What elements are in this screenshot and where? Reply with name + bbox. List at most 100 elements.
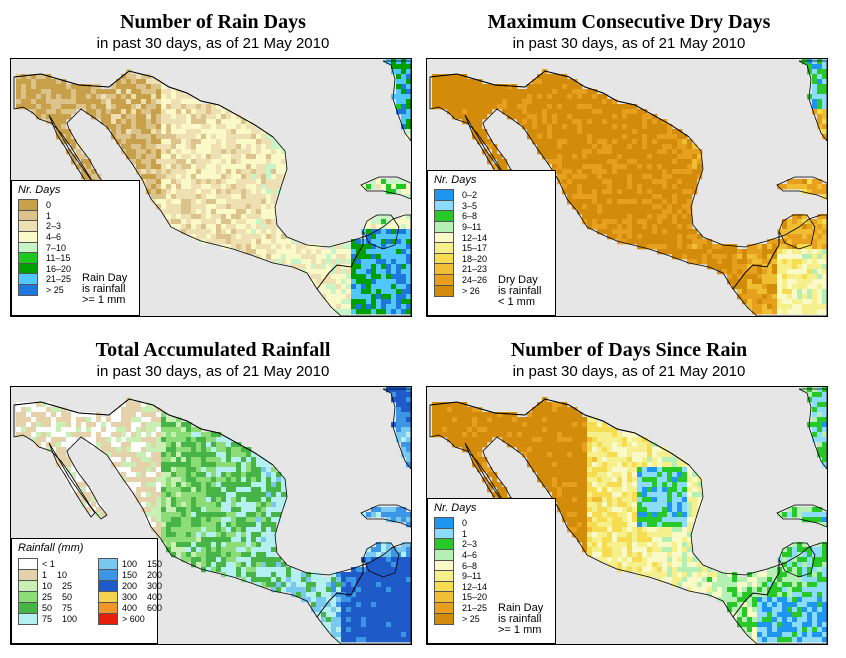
legend-item: > 600 <box>92 612 172 625</box>
legend-label: 4–6 <box>46 232 62 243</box>
legend-item: 400 600 <box>92 601 172 614</box>
legend-label: 16–20 <box>46 263 72 274</box>
legend-label: 1 10 <box>42 569 68 580</box>
legend-note-line: is rainfall <box>82 283 126 295</box>
coastline <box>778 214 816 250</box>
legend-item: 15–17 <box>428 242 555 255</box>
panel-dry-days: Maximum Consecutive Dry Days in past 30 … <box>424 10 834 330</box>
legend-note-line: >= 1 mm <box>82 294 126 306</box>
legend-item: 150 200 <box>92 568 172 581</box>
map-days-since-rain <box>426 386 828 645</box>
country-border <box>13 70 274 138</box>
legend-label: 200 300 <box>122 580 163 591</box>
legend-note: Rain Day is rainfall >= 1 mm <box>498 603 543 636</box>
panel-subtitle: in past 30 days, as of 21 May 2010 <box>96 363 330 380</box>
legend-rain-days: Nr. Days 0 1 2–3 4–6 7–10 11–15 16–20 21–25 > 25… <box>11 180 140 316</box>
legend-item: 200 300 <box>92 579 172 592</box>
legend-item: 4–6 <box>12 231 139 244</box>
legend-item: < 1 <box>12 557 92 570</box>
country-border <box>732 559 780 618</box>
legend-label: 25 50 <box>42 591 73 602</box>
legend-label: 6–8 <box>462 211 478 222</box>
legend-item: 21–25 <box>12 273 139 286</box>
country-border <box>429 70 690 138</box>
map-total-rainfall <box>10 386 412 645</box>
legend-label: 9–11 <box>462 222 482 233</box>
panel-title: Number of Days Since Rain <box>510 339 748 361</box>
legend-label: 21–25 <box>462 603 488 614</box>
legend-label: > 25 <box>46 285 64 296</box>
map-rain-days <box>10 58 412 317</box>
legend-label: 1 <box>46 210 52 221</box>
legend-note-line: >= 1 mm <box>498 624 542 636</box>
legend-item: 75 100 <box>12 612 92 625</box>
raster-cells <box>16 59 411 315</box>
legend-note: Dry Day is rainfall < 1 mm <box>498 275 541 308</box>
legend-item: 25 50 <box>12 590 92 603</box>
coastline <box>48 442 96 518</box>
raster-cells <box>432 387 827 643</box>
legend-note-line: is rainfall <box>498 285 542 297</box>
legend-label: 9–11 <box>462 571 482 582</box>
legend-label: 21–25 <box>46 274 72 285</box>
panel-days-since-rain: Number of Days Since Rain in past 30 day… <box>424 338 834 658</box>
legend-label: 400 600 <box>122 602 163 613</box>
coastline <box>362 214 400 250</box>
legend-note-line: Dry Day <box>498 274 538 286</box>
legend-swatch <box>434 284 454 297</box>
legend-title: Nr. Days <box>18 184 61 196</box>
panel-total-rainfall: Total Accumulated Rainfall in past 30 da… <box>8 338 418 658</box>
country-border <box>316 559 364 618</box>
legend-label: < 1 <box>42 558 55 569</box>
legend-label: 1 <box>462 528 468 539</box>
coastline <box>382 60 411 142</box>
legend-title: Nr. Days <box>434 174 477 186</box>
legend-note-line: Rain Day <box>82 272 128 284</box>
legend-label: 2–3 <box>462 539 478 550</box>
legend-title: Rainfall (mm) <box>18 542 84 554</box>
legend-item: > 25 <box>12 284 139 297</box>
country-border <box>13 398 274 466</box>
legend-item: > 25 <box>428 612 555 625</box>
legend-note: Rain Day is rainfall >= 1 mm <box>82 273 127 306</box>
panel-rain-days: Number of Rain Days in past 30 days, as … <box>8 10 418 330</box>
legend-title: Nr. Days <box>434 502 477 514</box>
legend-label: 15–20 <box>462 592 488 603</box>
coastline <box>798 388 827 470</box>
legend-label: 150 200 <box>122 569 163 580</box>
legend-item: > 26 <box>428 284 555 297</box>
legend-label: 300 400 <box>122 591 163 602</box>
legend-note-line: is rainfall <box>498 613 542 625</box>
coastline <box>360 176 411 200</box>
legend-label: 12–14 <box>462 232 488 243</box>
legend-label: 11–15 <box>46 253 71 264</box>
legend-label: 3–5 <box>462 200 478 211</box>
legend-label: 4–6 <box>462 550 478 561</box>
coastline <box>360 504 411 528</box>
coastline <box>776 176 827 200</box>
legend-label: 12–14 <box>462 581 488 592</box>
legend-label: 18–20 <box>462 253 488 264</box>
legend-label: 7–10 <box>46 242 67 253</box>
panel-title: Total Accumulated Rainfall <box>95 339 331 361</box>
legend-label: 50 75 <box>42 602 73 613</box>
legend-item: 300 400 <box>92 590 172 603</box>
legend-item: 1 10 <box>12 568 92 581</box>
legend-days-since-rain: Nr. Days 0 1 2–3 4–6 6–8 9–11 12–14 15–20 21–25 >… <box>427 498 556 644</box>
legend-label: 10 25 <box>42 580 73 591</box>
legend-label: 15–17 <box>462 243 488 254</box>
legend-note-line: < 1 mm <box>498 296 535 308</box>
legend-label: 21–23 <box>462 264 488 275</box>
legend-item: 12–14 <box>428 580 555 593</box>
legend-label: 6–8 <box>462 560 478 571</box>
coastline <box>362 542 400 578</box>
legend-dry-days: Nr. Days 0–2 3–5 6–8 9–11 12–14 15–17 18–20 21–… <box>427 170 556 316</box>
legend-item: 100 150 <box>92 557 172 570</box>
panel-title: Number of Rain Days <box>120 11 306 33</box>
legend-label: 24–26 <box>462 275 488 286</box>
country-border <box>732 231 780 290</box>
coastline <box>778 542 816 578</box>
country-border <box>316 231 364 290</box>
coastline <box>382 388 411 470</box>
